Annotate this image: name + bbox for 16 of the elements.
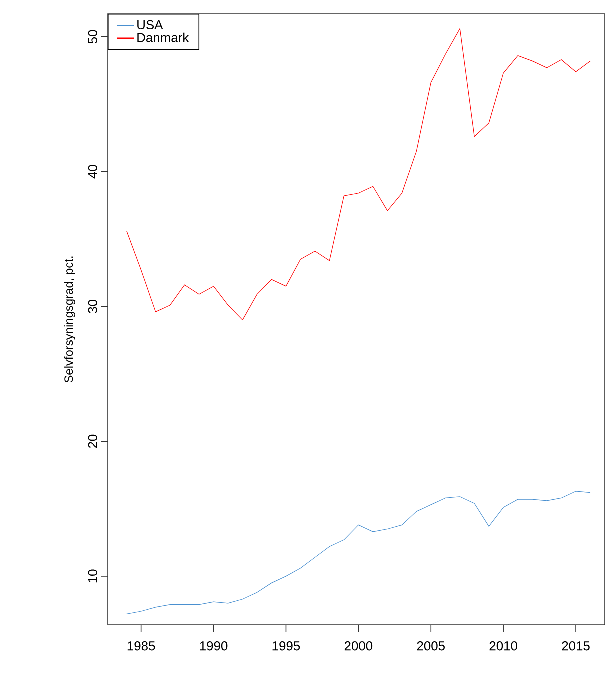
y-tick-label: 10	[88, 570, 98, 583]
line-series	[126, 28, 591, 320]
y-tick-label: 30	[88, 300, 98, 314]
x-tick-label: 2010	[490, 642, 518, 651]
x-tick-label: 1985	[128, 642, 156, 651]
y-tick-label: 20	[88, 434, 98, 448]
x-tick-label: 2005	[417, 642, 445, 651]
x-tick-label: 2015	[562, 642, 590, 651]
y-tick-label: 50	[88, 30, 98, 44]
x-tick-label: 1990	[200, 642, 228, 651]
x-tick-label: 2000	[344, 642, 373, 651]
y-tick-label: 40	[88, 165, 98, 179]
legend-label: Danmark	[138, 32, 190, 42]
x-tick-label: 1995	[272, 642, 300, 651]
y-axis-title: Selvforsyningsgrad, pct.	[64, 256, 76, 383]
legend-label: USA	[138, 20, 164, 30]
